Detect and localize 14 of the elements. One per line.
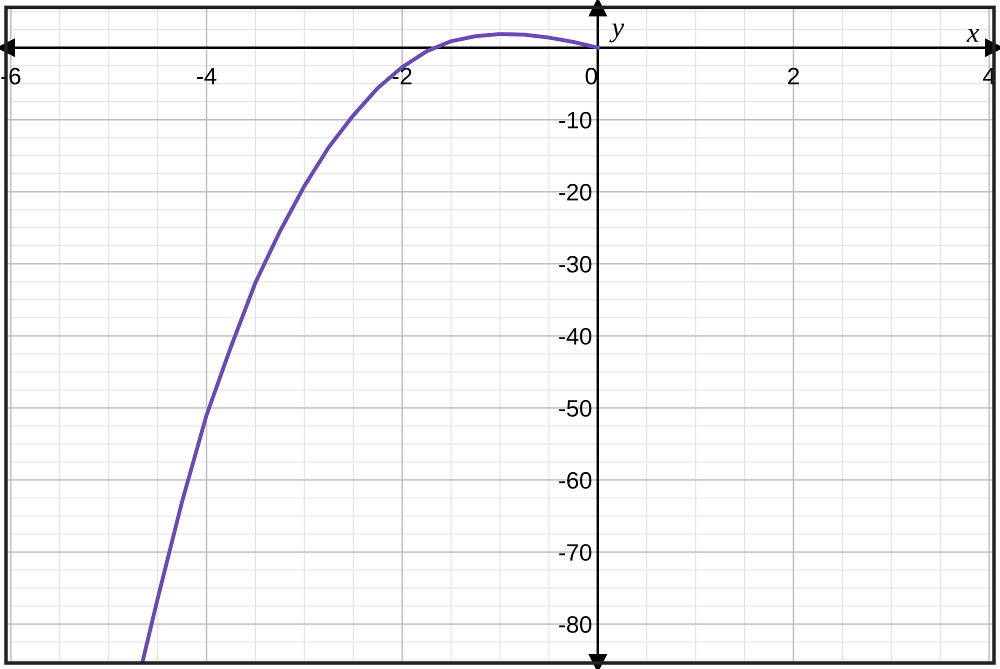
y-tick-label: -40 <box>559 328 592 345</box>
x-tick-label: -2 <box>392 68 412 84</box>
x-tick-label: 2 <box>788 68 799 84</box>
y-tick-label: -70 <box>559 544 592 561</box>
y-tick-label: -10 <box>559 112 592 129</box>
y-tick-label: -80 <box>559 616 592 633</box>
y-tick-label: -30 <box>559 256 592 273</box>
x-axis-title: x <box>966 29 979 42</box>
y-tick-label: -60 <box>559 472 592 489</box>
y-tick-label: -50 <box>559 400 592 417</box>
x-tick-label: -4 <box>197 68 216 84</box>
line-series <box>141 32 600 662</box>
y-tick-label: -20 <box>559 184 592 201</box>
y-axis-title: y <box>609 24 624 42</box>
